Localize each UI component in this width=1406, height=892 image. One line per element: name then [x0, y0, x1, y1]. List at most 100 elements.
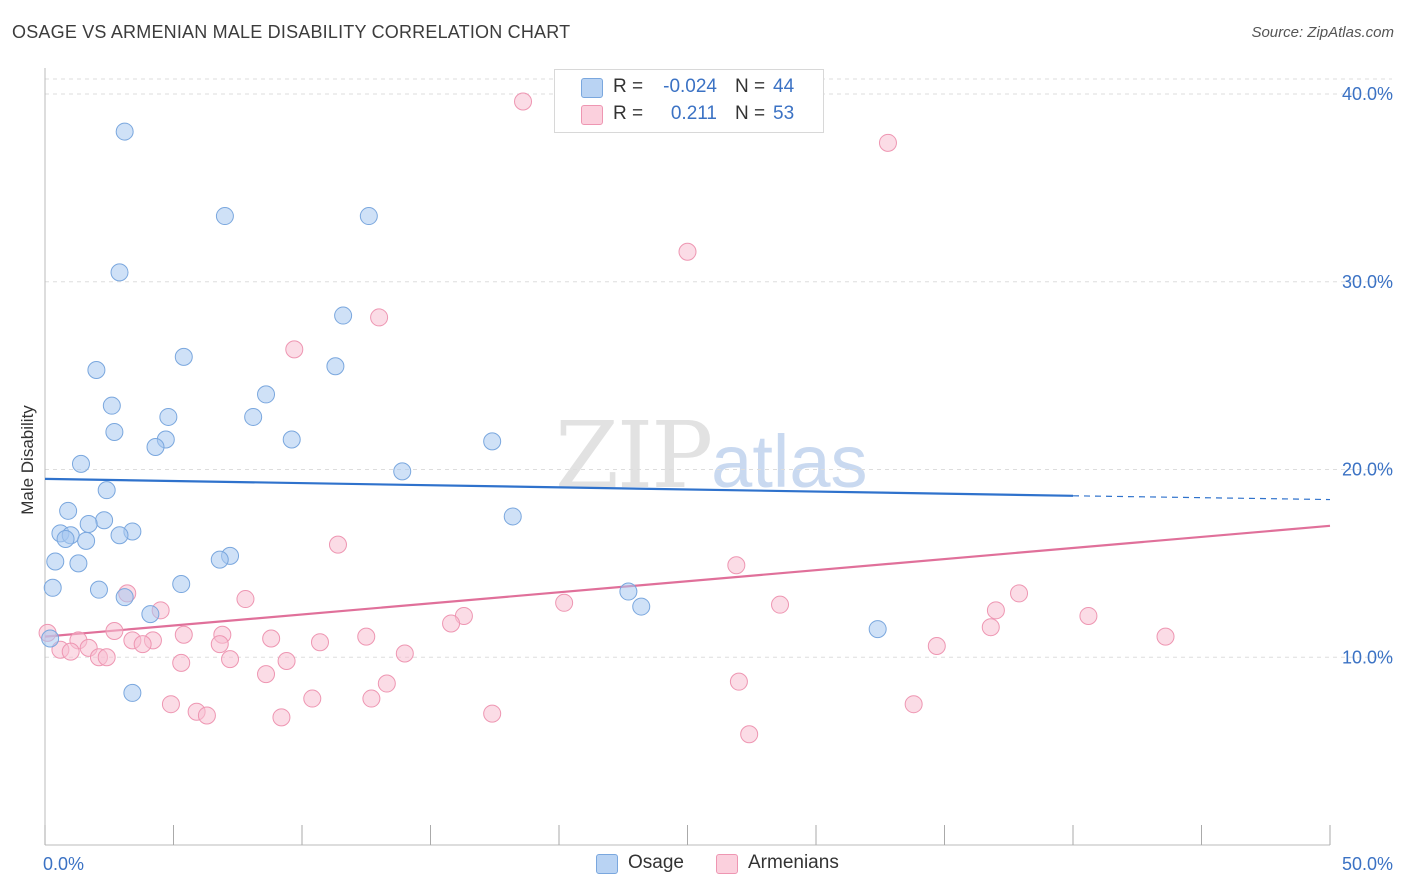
osage-point: [105, 422, 124, 441]
y-tick-label: 10.0%: [1342, 647, 1393, 667]
osage-point: [79, 514, 98, 533]
chart-title: OSAGE VS ARMENIAN MALE DISABILITY CORREL…: [12, 22, 571, 42]
legend-n-label: N =: [735, 103, 766, 124]
armenians-point: [61, 642, 80, 661]
legend-r-value: 0.211: [670, 103, 717, 124]
armenians-point: [927, 636, 946, 655]
legend-r-label: R =: [613, 76, 644, 97]
armenians-point: [236, 590, 255, 609]
data-points: [38, 92, 1175, 744]
osage-point: [868, 620, 887, 639]
armenians-point: [161, 695, 180, 714]
armenians-point: [172, 653, 191, 672]
legend-row-osage: R = -0.024 N = 44: [555, 74, 823, 102]
osage-point: [244, 407, 263, 426]
armenians-point: [174, 625, 193, 644]
osage-point: [326, 357, 345, 376]
bottom-legend-osage-label: Osage: [628, 852, 684, 873]
armenians-point: [483, 704, 502, 723]
osage-point: [123, 683, 142, 702]
osage-point: [146, 437, 165, 456]
osage-trend-extension: [1072, 495, 1331, 501]
osage-point: [393, 462, 412, 481]
legend-n-value: 44: [773, 76, 795, 97]
legend-row-armenians: R = 0.211 N = 53: [555, 101, 823, 129]
armenians-point: [197, 706, 216, 725]
armenians-point: [727, 556, 746, 575]
armenians-point: [986, 601, 1005, 620]
armenians-point: [370, 308, 389, 327]
armenians-point: [133, 635, 152, 654]
osage-swatch: [581, 78, 603, 98]
osage-point: [102, 396, 121, 415]
armenians-swatch: [716, 854, 738, 874]
armenians-point: [310, 633, 329, 652]
osage-point: [503, 507, 522, 526]
armenians-point: [904, 695, 923, 714]
osage-point: [115, 122, 134, 141]
armenians-point: [377, 674, 396, 693]
osage-point: [56, 529, 75, 548]
watermark-atlas: atlas: [711, 420, 868, 503]
armenians-point: [328, 535, 347, 554]
trend-lines: [44, 477, 1331, 638]
osage-point: [69, 554, 88, 573]
armenians-point: [257, 665, 276, 684]
osage-point: [97, 481, 116, 500]
watermark: ZIPatlas: [555, 402, 867, 509]
y-tick-label: 20.0%: [1342, 460, 1393, 480]
osage-trend-line: [44, 477, 1074, 497]
gridlines: [45, 78, 1392, 658]
osage-point: [95, 511, 114, 530]
osage-point: [110, 526, 129, 545]
osage-point: [282, 430, 301, 449]
armenians-trend-line: [44, 524, 1331, 638]
osage-point: [41, 629, 60, 648]
legend-r-label: R =: [613, 103, 644, 124]
armenians-point: [105, 621, 124, 640]
armenians-point: [97, 648, 116, 667]
armenians-point: [981, 618, 1000, 637]
armenians-point: [1010, 584, 1029, 603]
armenians-point: [285, 340, 304, 359]
osage-point: [619, 582, 638, 601]
x-tick-label-min: 0.0%: [43, 854, 84, 874]
armenians-point: [1079, 606, 1098, 625]
armenians-swatch: [581, 105, 603, 125]
y-tick-label: 30.0%: [1342, 272, 1393, 292]
armenians-point: [1156, 627, 1175, 646]
osage-point: [359, 207, 378, 226]
legend-r-value: -0.024: [663, 76, 717, 97]
osage-point: [71, 454, 90, 473]
armenians-point: [357, 627, 376, 646]
osage-point: [159, 407, 178, 426]
armenians-point: [272, 708, 291, 727]
legend-n-value: 53: [773, 103, 795, 124]
tick-labels: 10.0% 20.0% 30.0% 40.0% 0.0% 50.0%: [43, 84, 1393, 874]
osage-point: [334, 306, 353, 325]
osage-point: [632, 597, 651, 616]
osage-point: [210, 550, 229, 569]
armenians-point: [303, 689, 322, 708]
osage-point: [59, 501, 78, 520]
armenians-point: [395, 644, 414, 663]
armenians-point: [210, 635, 229, 654]
osage-point: [141, 605, 160, 624]
y-tick-label: 40.0%: [1342, 84, 1393, 104]
armenians-point: [729, 672, 748, 691]
osage-point: [46, 552, 65, 571]
armenians-point: [277, 652, 296, 671]
osage-point: [89, 580, 108, 599]
armenians-point: [442, 614, 461, 633]
osage-point: [172, 575, 191, 594]
legend-n-label: N =: [735, 76, 766, 97]
osage-point: [87, 361, 106, 380]
armenians-point: [740, 725, 759, 744]
armenians-point: [555, 593, 574, 612]
osage-point: [115, 588, 134, 607]
osage-point: [215, 207, 234, 226]
armenians-point: [514, 92, 533, 111]
osage-point: [257, 385, 276, 404]
osage-point: [483, 432, 502, 451]
